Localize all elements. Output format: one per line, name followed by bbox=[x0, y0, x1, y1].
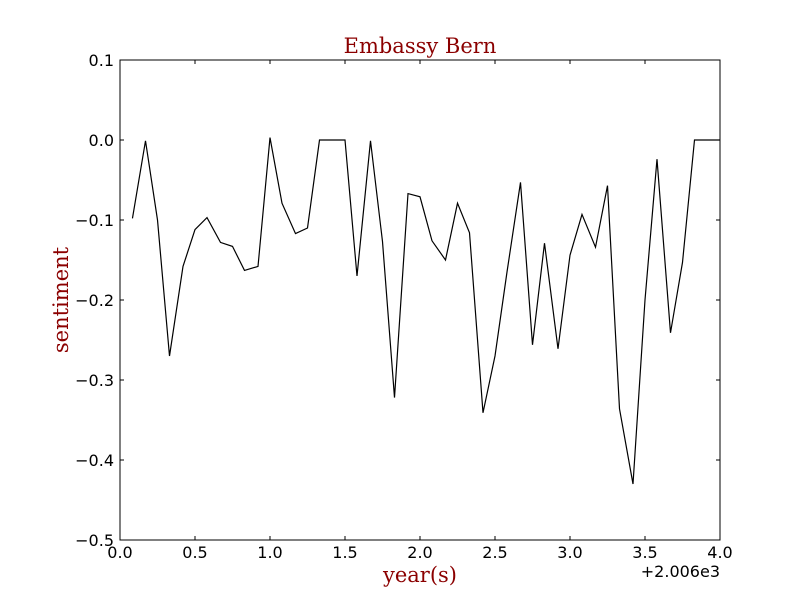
x-tick-label: 2.5 bbox=[482, 543, 507, 562]
x-axis-offset-label: +2.006e3 bbox=[641, 562, 720, 581]
series-layer bbox=[131, 137, 720, 485]
y-tick-label: −0.1 bbox=[75, 211, 114, 230]
x-tick-label: 4.0 bbox=[707, 543, 732, 562]
plot-area-frame bbox=[119, 59, 721, 541]
x-tick-label: 0.0 bbox=[107, 543, 132, 562]
x-tick-label: 1.5 bbox=[332, 543, 357, 562]
chart-title: Embassy Bern bbox=[344, 34, 497, 58]
y-tick-label: −0.4 bbox=[75, 451, 114, 470]
labels-layer: 0.0 0.5 1.0 1.5 2.0 2.5 3.0 3.5 4.0 0.1 0.0 −0.1 −0.… bbox=[75, 51, 733, 562]
y-axis-label: sentiment bbox=[49, 246, 73, 353]
y-tick-label: 0.0 bbox=[89, 131, 114, 150]
x-tick-label: 1.0 bbox=[257, 543, 282, 562]
y-tick-label: −0.5 bbox=[75, 531, 114, 550]
y-tick-label: −0.2 bbox=[75, 291, 114, 310]
x-tick-label: 2.0 bbox=[407, 543, 432, 562]
x-tick-label: 3.0 bbox=[557, 543, 582, 562]
x-tick-label: 0.5 bbox=[182, 543, 207, 562]
sentiment-series-line bbox=[131, 137, 720, 485]
x-axis-label: year(s) bbox=[382, 563, 457, 587]
x-tick-label: 3.5 bbox=[632, 543, 657, 562]
y-tick-label: −0.3 bbox=[75, 371, 114, 390]
y-tick-label: 0.1 bbox=[89, 51, 114, 70]
